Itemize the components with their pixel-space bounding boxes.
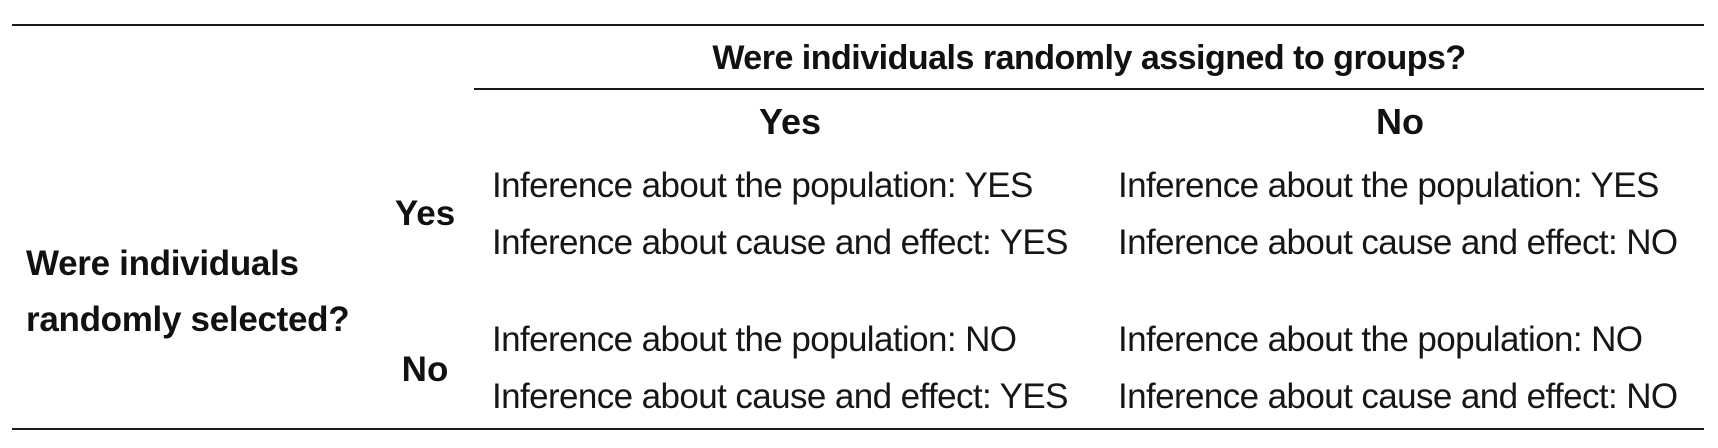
cell-yes-yes-cause-effect: Inference about cause and effect: YES: [492, 223, 1068, 262]
row-header-line-2: randomly selected?: [26, 300, 350, 339]
row-header-line-1: Were individuals: [26, 244, 299, 283]
cell-yes-no-population: Inference about the population: YES: [1118, 166, 1659, 205]
cell-yes-no-cause-effect: Inference about cause and effect: NO: [1118, 223, 1678, 262]
column-header-rule: [474, 88, 1704, 90]
cell-no-no-population: Inference about the population: NO: [1118, 320, 1643, 359]
row-label-no: No: [401, 350, 449, 389]
table-top-rule: [12, 24, 1704, 26]
cell-no-yes-cause-effect: Inference about cause and effect: YES: [492, 377, 1068, 416]
column-label-yes: Yes: [758, 101, 822, 142]
row-label-yes: Yes: [394, 194, 456, 233]
column-label-no: No: [1376, 101, 1424, 142]
cell-yes-yes-population: Inference about the population: YES: [492, 166, 1033, 205]
column-header-title: Were individuals randomly assigned to gr…: [712, 39, 1466, 77]
cell-no-no-cause-effect: Inference about cause and effect: NO: [1118, 377, 1678, 416]
table-bottom-rule: [12, 428, 1704, 430]
cell-no-yes-population: Inference about the population: NO: [492, 320, 1017, 359]
